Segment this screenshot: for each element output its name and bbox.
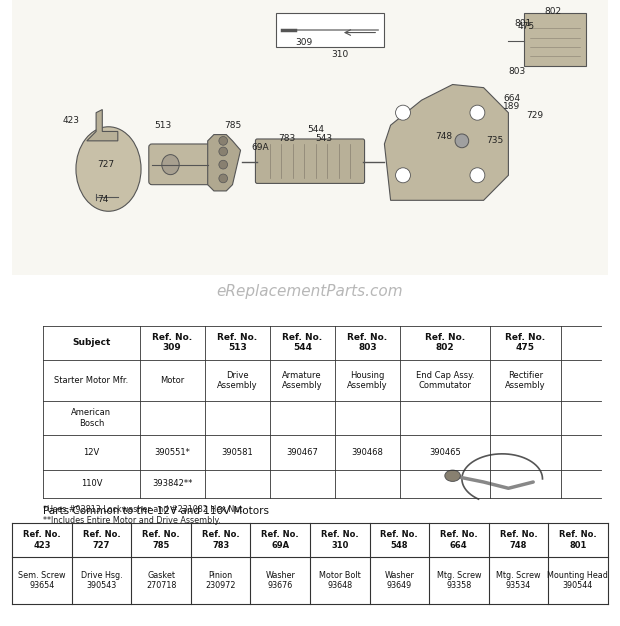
Text: 189: 189 bbox=[503, 102, 521, 111]
Text: Ref. No.
748: Ref. No. 748 bbox=[500, 530, 537, 550]
Text: Subject: Subject bbox=[73, 338, 110, 347]
Text: American
Bosch: American Bosch bbox=[71, 408, 112, 428]
Ellipse shape bbox=[162, 155, 179, 175]
Text: Pinion
230972: Pinion 230972 bbox=[205, 571, 236, 590]
Text: Mounting Head
390544: Mounting Head 390544 bbox=[547, 571, 608, 590]
Circle shape bbox=[470, 105, 485, 120]
Text: eReplacementParts.com: eReplacementParts.com bbox=[216, 284, 404, 299]
Text: Rectifier
Assembly: Rectifier Assembly bbox=[505, 371, 546, 390]
Text: 393842**: 393842** bbox=[152, 479, 192, 488]
Bar bbox=[276, 13, 384, 47]
Bar bbox=[524, 13, 586, 66]
Text: 664: 664 bbox=[503, 94, 521, 103]
Text: Ref. No.
727: Ref. No. 727 bbox=[83, 530, 120, 550]
Text: 74: 74 bbox=[97, 195, 108, 203]
Ellipse shape bbox=[445, 470, 460, 481]
Text: Motor: Motor bbox=[160, 376, 184, 385]
Text: 310: 310 bbox=[331, 50, 348, 59]
Text: 12V: 12V bbox=[83, 448, 100, 457]
Text: Drive
Assembly: Drive Assembly bbox=[217, 371, 257, 390]
Text: 727: 727 bbox=[97, 160, 114, 168]
Text: 69A: 69A bbox=[252, 143, 269, 151]
Text: 729: 729 bbox=[526, 111, 543, 120]
Text: 390581: 390581 bbox=[221, 448, 253, 457]
Ellipse shape bbox=[76, 127, 141, 212]
Circle shape bbox=[219, 136, 228, 145]
Polygon shape bbox=[384, 85, 508, 200]
Text: 390465: 390465 bbox=[429, 448, 461, 457]
Text: Ref. No.
802: Ref. No. 802 bbox=[425, 333, 465, 352]
Text: Ref. No.
423: Ref. No. 423 bbox=[24, 530, 61, 550]
Text: 110V: 110V bbox=[81, 479, 102, 488]
Text: 544: 544 bbox=[308, 125, 324, 134]
Text: Starter Motor Mfr.: Starter Motor Mfr. bbox=[55, 376, 128, 385]
Text: 735: 735 bbox=[486, 136, 503, 145]
Text: Ref. No.
513: Ref. No. 513 bbox=[217, 333, 257, 352]
Text: Sem. Screw
93654: Sem. Screw 93654 bbox=[19, 571, 66, 590]
Text: Ref. No.
475: Ref. No. 475 bbox=[505, 333, 546, 352]
Text: Washer
93676: Washer 93676 bbox=[265, 571, 295, 590]
Text: Washer
93649: Washer 93649 bbox=[384, 571, 414, 590]
Circle shape bbox=[396, 105, 410, 120]
Text: Ref. No.
548: Ref. No. 548 bbox=[381, 530, 418, 550]
FancyBboxPatch shape bbox=[149, 144, 211, 185]
Text: Armature
Assembly: Armature Assembly bbox=[282, 371, 322, 390]
Text: Mtg. Screw
93358: Mtg. Screw 93358 bbox=[436, 571, 481, 590]
Text: 543: 543 bbox=[315, 135, 332, 143]
Circle shape bbox=[470, 168, 485, 183]
Text: 475: 475 bbox=[517, 23, 534, 31]
Text: Ref. No.
309: Ref. No. 309 bbox=[152, 333, 192, 352]
Text: Ref. No.
310: Ref. No. 310 bbox=[321, 530, 358, 550]
Text: 513: 513 bbox=[154, 121, 171, 130]
Text: Motor Bolt
93648: Motor Bolt 93648 bbox=[319, 571, 361, 590]
Ellipse shape bbox=[455, 134, 469, 148]
Text: 390467: 390467 bbox=[286, 448, 318, 457]
Text: Ref. No.
664: Ref. No. 664 bbox=[440, 530, 477, 550]
Text: 803: 803 bbox=[508, 67, 526, 76]
Text: Mtg. Screw
93534: Mtg. Screw 93534 bbox=[496, 571, 541, 590]
Text: 423: 423 bbox=[63, 116, 79, 125]
Text: Drive Hsg.
390543: Drive Hsg. 390543 bbox=[81, 571, 123, 590]
Text: 801: 801 bbox=[515, 19, 532, 28]
Text: **Includes Entire Motor and Drive Assembly.: **Includes Entire Motor and Drive Assemb… bbox=[43, 516, 221, 525]
Text: *Uses #92813 Lockwasher and #231082 Hex Nut.: *Uses #92813 Lockwasher and #231082 Hex … bbox=[43, 505, 246, 514]
Circle shape bbox=[219, 160, 228, 169]
Polygon shape bbox=[87, 110, 118, 141]
Text: Ref. No.
803: Ref. No. 803 bbox=[347, 333, 388, 352]
Text: Ref. No.
801: Ref. No. 801 bbox=[559, 530, 596, 550]
Text: Housing
Assembly: Housing Assembly bbox=[347, 371, 388, 390]
Text: 802: 802 bbox=[544, 7, 562, 16]
Text: Gasket
270718: Gasket 270718 bbox=[146, 571, 176, 590]
Text: 785: 785 bbox=[224, 121, 242, 130]
Text: Ref. No.
785: Ref. No. 785 bbox=[143, 530, 180, 550]
Circle shape bbox=[396, 168, 410, 183]
Polygon shape bbox=[208, 135, 241, 191]
Text: 309: 309 bbox=[295, 38, 312, 47]
Text: Parts Common to the 12V and 110V Motors: Parts Common to the 12V and 110V Motors bbox=[43, 506, 270, 516]
Circle shape bbox=[219, 147, 228, 156]
Text: Ref. No.
69A: Ref. No. 69A bbox=[262, 530, 299, 550]
Text: 390468: 390468 bbox=[352, 448, 383, 457]
Text: 748: 748 bbox=[435, 132, 453, 141]
Text: Ref. No.
544: Ref. No. 544 bbox=[282, 333, 322, 352]
Text: Ref. No.
783: Ref. No. 783 bbox=[202, 530, 239, 550]
Text: End Cap Assy.
Commutator: End Cap Assy. Commutator bbox=[415, 371, 474, 390]
Text: 783: 783 bbox=[278, 135, 296, 143]
FancyBboxPatch shape bbox=[255, 139, 365, 183]
Text: 390551*: 390551* bbox=[154, 448, 190, 457]
Bar bbox=[12, 0, 608, 275]
Circle shape bbox=[219, 174, 228, 183]
